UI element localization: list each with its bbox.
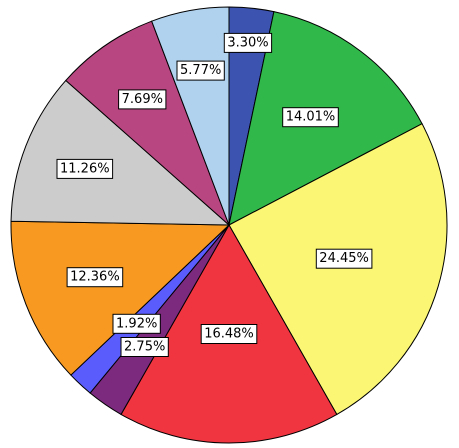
pie-label-5: 2.75% (120, 337, 169, 357)
pie-label-6: 1.92% (112, 313, 161, 334)
pie-label-text: 3.30% (227, 35, 268, 50)
pie-labels: 3.30% 14.01% 24.45% 16.48% 2.75% 1.92% 12.36% 1… (56, 32, 373, 357)
pie-label-box (56, 158, 114, 179)
pie-label-box (118, 89, 167, 110)
pie-label-box (282, 107, 339, 128)
pie-slice-9 (65, 20, 230, 226)
pie-label-10: 5.77% (176, 60, 225, 81)
pie-label-4: 16.48% (200, 324, 258, 344)
pie-slice-8 (10, 79, 231, 226)
pie-label-text: 11.26% (60, 161, 110, 176)
pie-label-7: 12.36% (66, 267, 124, 288)
pie-label-text: 16.48% (204, 327, 254, 342)
pie-label-box (315, 248, 373, 269)
pie-label-text: 2.75% (124, 340, 165, 355)
pie-label-box (112, 313, 161, 334)
pie-label-box (176, 60, 225, 81)
pie-label-text: 14.01% (286, 110, 336, 125)
pie-label-8: 11.26% (56, 158, 114, 179)
pie-label-text: 24.45% (319, 251, 369, 266)
pie-label-text: 1.92% (116, 316, 157, 331)
pie-label-3: 24.45% (315, 248, 373, 269)
pie-slice-7 (10, 220, 231, 376)
pie-label-9: 7.69% (118, 89, 167, 110)
pie-label-1: 3.30% (223, 32, 273, 53)
pie-label-box (223, 32, 273, 53)
pie-label-box (120, 337, 169, 357)
pie-label-text: 5.77% (180, 63, 221, 78)
pie-slices (10, 6, 448, 444)
pie-label-2: 14.01% (282, 107, 339, 128)
pie-label-box (66, 267, 124, 288)
pie-label-box (200, 324, 258, 344)
pie-slice-3 (228, 123, 448, 416)
pie-label-text: 7.69% (122, 92, 163, 107)
pie-label-text: 12.36% (70, 270, 120, 285)
